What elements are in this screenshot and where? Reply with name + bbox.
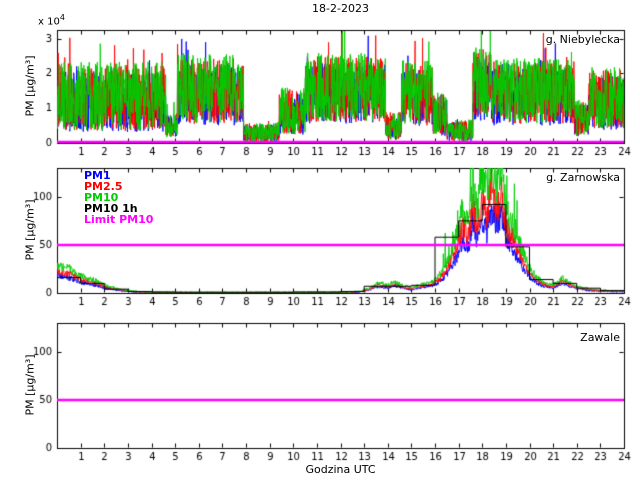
legend-item-pm10: PM10 [84, 191, 119, 204]
y-axis-exponent-label: x 104 [38, 13, 65, 27]
x-axis-label: Godzina UTC [305, 463, 376, 476]
exponent-base: x 10 [38, 16, 60, 28]
legend: PM1 PM2.5 PM10 PM10 1h Limit PM10 [84, 170, 153, 225]
ylabel-zarnowska: PM [µg/m³] [23, 199, 37, 261]
annotation-zawale: Zawale [580, 331, 620, 344]
plot-title: 18-2-2023 [312, 2, 369, 15]
legend-item-pm10-1h: PM10 1h [84, 202, 138, 215]
ylabel-zawale: PM [µg/m³] [23, 354, 37, 416]
annotation-zarnowska: g. Zarnowska [546, 171, 620, 184]
exponent-power: 4 [59, 13, 65, 22]
legend-item-limit-pm10: Limit PM10 [84, 213, 154, 226]
legend-item-pm1: PM1 [84, 169, 111, 182]
ylabel-niebylecka: PM [µg/m³] [23, 55, 37, 117]
legend-item-pm25: PM2.5 [84, 180, 123, 193]
annotation-niebylecka: g. Niebylecka [545, 33, 620, 46]
